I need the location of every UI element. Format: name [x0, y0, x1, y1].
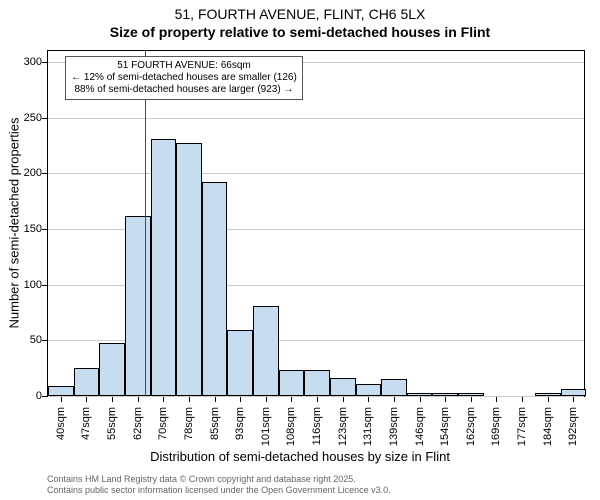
- x-tick-mark: [496, 397, 497, 402]
- chart-title-line2: Size of property relative to semi-detach…: [0, 24, 600, 40]
- plot-area: 51 FOURTH AVENUE: 66sqm ← 12% of semi-de…: [47, 50, 585, 397]
- histogram-bar: [561, 389, 587, 396]
- footer-line1: Contains HM Land Registry data © Crown c…: [47, 474, 391, 485]
- x-tick-label: 192sqm: [567, 407, 579, 446]
- x-tick-label: 62sqm: [132, 407, 144, 440]
- annotation-line1: 51 FOURTH AVENUE: 66sqm: [71, 60, 297, 72]
- histogram-bar: [99, 343, 125, 396]
- x-tick-mark: [86, 397, 87, 402]
- histogram-bar: [151, 139, 177, 396]
- annotation-box: 51 FOURTH AVENUE: 66sqm ← 12% of semi-de…: [65, 56, 303, 100]
- y-tick-label: 300: [24, 56, 42, 68]
- x-tick-mark: [266, 397, 267, 402]
- histogram-bar: [381, 379, 407, 396]
- gridline: [48, 173, 584, 174]
- x-tick-mark: [112, 397, 113, 402]
- x-tick-label: 154sqm: [439, 407, 451, 446]
- x-tick-label: 93sqm: [234, 407, 246, 440]
- annotation-line2: ← 12% of semi-detached houses are smalle…: [71, 72, 297, 84]
- x-tick-label: 131sqm: [362, 407, 374, 446]
- histogram-bar: [279, 370, 305, 396]
- gridline: [48, 118, 584, 119]
- x-tick-mark: [522, 397, 523, 402]
- x-tick-label: 177sqm: [516, 407, 528, 446]
- x-tick-label: 78sqm: [183, 407, 195, 440]
- x-tick-label: 101sqm: [260, 407, 272, 446]
- chart-title-line1: 51, FOURTH AVENUE, FLINT, CH6 5LX: [0, 6, 600, 22]
- histogram-bar: [176, 143, 202, 396]
- histogram-bar: [330, 378, 356, 396]
- histogram-bar: [356, 384, 382, 396]
- x-tick-mark: [61, 397, 62, 402]
- x-tick-label: 85sqm: [209, 407, 221, 440]
- histogram-bar: [74, 368, 100, 396]
- reference-line: [145, 51, 146, 396]
- x-tick-label: 40sqm: [55, 407, 67, 440]
- y-tick-label: 250: [24, 112, 42, 124]
- x-tick-label: 55sqm: [106, 407, 118, 440]
- x-tick-label: 116sqm: [311, 407, 323, 445]
- x-tick-mark: [163, 397, 164, 402]
- x-tick-label: 184sqm: [542, 407, 554, 446]
- x-tick-label: 47sqm: [80, 407, 92, 440]
- histogram-bar: [304, 370, 330, 396]
- histogram-bar: [253, 306, 279, 396]
- y-axis-label: Number of semi-detached properties: [7, 117, 22, 328]
- gridline: [48, 396, 584, 397]
- x-tick-mark: [573, 397, 574, 402]
- x-tick-label: 146sqm: [414, 407, 426, 446]
- x-tick-mark: [240, 397, 241, 402]
- x-tick-label: 139sqm: [388, 407, 400, 446]
- histogram-bar: [458, 393, 484, 396]
- x-tick-mark: [445, 397, 446, 402]
- histogram-bar: [407, 393, 433, 396]
- x-tick-mark: [471, 397, 472, 402]
- x-tick-label: 108sqm: [285, 407, 297, 446]
- x-tick-mark: [343, 397, 344, 402]
- x-tick-label: 70sqm: [157, 407, 169, 440]
- footer-line2: Contains public sector information licen…: [47, 485, 391, 496]
- x-axis-label: Distribution of semi-detached houses by …: [0, 449, 600, 464]
- x-tick-mark: [420, 397, 421, 402]
- chart-container: 51, FOURTH AVENUE, FLINT, CH6 5LX Size o…: [0, 0, 600, 500]
- histogram-bar: [432, 393, 458, 396]
- x-tick-mark: [548, 397, 549, 402]
- x-tick-mark: [368, 397, 369, 402]
- y-tick-label: 150: [24, 223, 42, 235]
- y-tick-label: 100: [24, 279, 42, 291]
- x-tick-mark: [317, 397, 318, 402]
- x-tick-mark: [138, 397, 139, 402]
- y-tick-label: 50: [30, 334, 42, 346]
- histogram-bar: [125, 216, 151, 396]
- annotation-line3: 88% of semi-detached houses are larger (…: [71, 84, 297, 96]
- histogram-bar: [535, 393, 561, 396]
- x-tick-mark: [394, 397, 395, 402]
- histogram-bar: [48, 386, 74, 396]
- x-tick-mark: [189, 397, 190, 402]
- x-tick-mark: [291, 397, 292, 402]
- histogram-bar: [202, 182, 228, 396]
- x-tick-label: 123sqm: [337, 407, 349, 446]
- y-tick-label: 200: [24, 167, 42, 179]
- x-tick-mark: [215, 397, 216, 402]
- histogram-bar: [227, 330, 253, 396]
- x-tick-label: 162sqm: [465, 407, 477, 446]
- x-tick-label: 169sqm: [490, 407, 502, 446]
- attribution-footer: Contains HM Land Registry data © Crown c…: [47, 474, 391, 496]
